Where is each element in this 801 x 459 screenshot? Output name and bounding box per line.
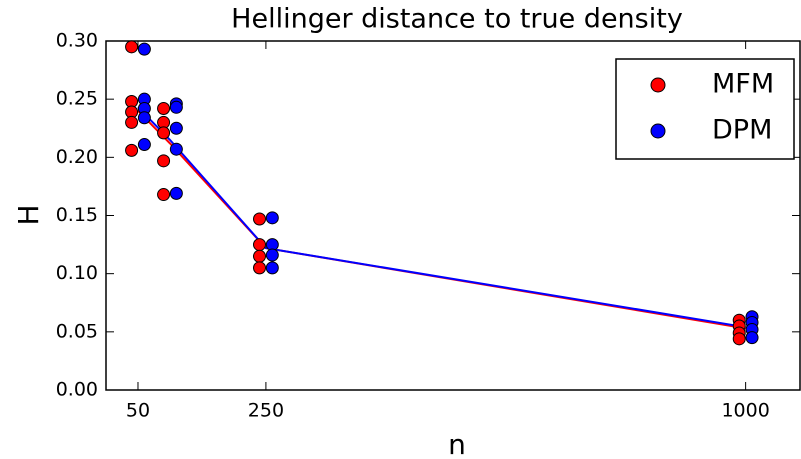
y-tick-label: 0.00 — [56, 379, 98, 401]
point — [125, 115, 139, 129]
point — [125, 143, 139, 157]
legend-label: MFM — [712, 69, 774, 100]
y-axis-label: H — [12, 204, 45, 225]
y-tick-label: 0.05 — [56, 320, 98, 342]
legend-label: DPM — [712, 115, 772, 146]
point — [157, 188, 171, 202]
y-tick-label: 0.30 — [56, 30, 98, 52]
point — [745, 331, 759, 345]
point — [157, 101, 171, 115]
point — [169, 142, 183, 156]
legend-box — [615, 58, 795, 160]
y-tick-label: 0.20 — [56, 146, 98, 168]
chart-title: Hellinger distance to true density — [231, 4, 683, 35]
mean-line — [137, 106, 746, 329]
point — [253, 261, 267, 275]
legend-marker — [650, 77, 666, 93]
y-tick-label: 0.10 — [56, 262, 98, 284]
point — [125, 40, 139, 54]
point — [253, 249, 267, 263]
point — [265, 248, 279, 262]
point — [137, 42, 151, 56]
point — [169, 121, 183, 135]
x-axis-label: n — [448, 428, 466, 459]
point — [157, 154, 171, 168]
point — [137, 138, 151, 152]
point — [169, 100, 183, 114]
point — [732, 332, 746, 346]
y-tick-label: 0.15 — [56, 204, 98, 226]
point — [253, 212, 267, 226]
point — [137, 111, 151, 125]
y-tick-label: 0.25 — [56, 88, 98, 110]
point — [157, 126, 171, 140]
legend-marker — [650, 123, 666, 139]
point — [265, 211, 279, 225]
point — [265, 261, 279, 275]
x-tick-label: 1000 — [721, 400, 769, 422]
point — [169, 186, 183, 200]
x-tick-label: 50 — [126, 400, 150, 422]
x-tick-label: 250 — [248, 400, 284, 422]
point — [253, 238, 267, 252]
